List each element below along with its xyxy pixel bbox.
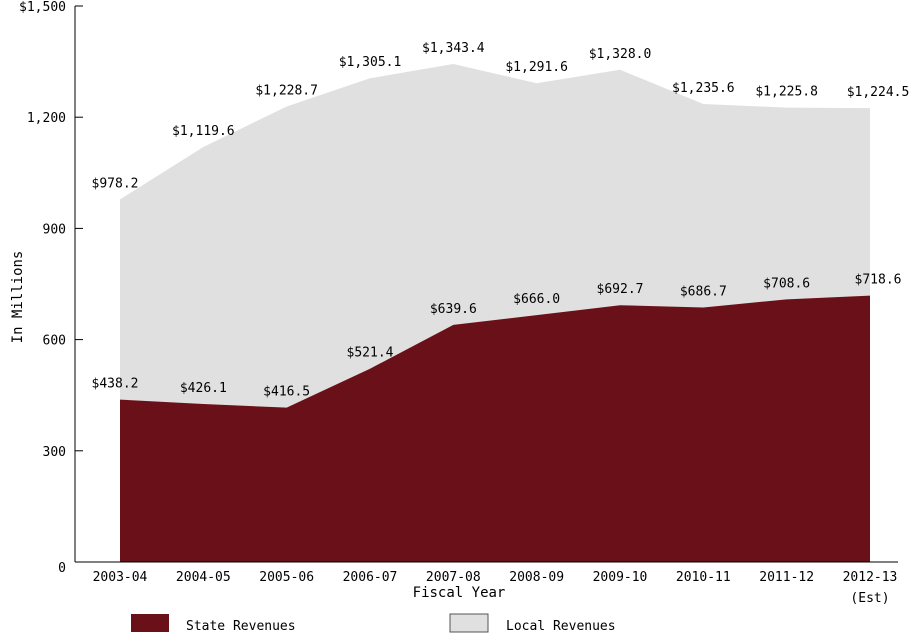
- data-label: $666.0: [513, 292, 560, 307]
- data-label: $438.2: [92, 377, 139, 392]
- data-label: $1,225.8: [755, 85, 818, 100]
- y-tick-label: 1,200: [27, 111, 66, 126]
- y-tick-label: 900: [43, 222, 66, 237]
- data-label: $1,228.7: [255, 84, 318, 99]
- state-revenues-area: [120, 295, 870, 562]
- data-label: $708.6: [763, 276, 810, 291]
- y-tick-label: 300: [43, 445, 66, 460]
- data-label: $1,343.4: [422, 41, 485, 56]
- x-tick-label: 2008-09: [509, 570, 564, 585]
- x-tick-label: 2012-13: [843, 570, 898, 585]
- data-label: $416.5: [263, 385, 310, 400]
- x-tick-label: 2009-10: [593, 570, 648, 585]
- y-tick-labels: 0 300 600 900 1,200 $1,500: [19, 0, 66, 576]
- axes: [74, 5, 898, 563]
- data-label: $978.2: [92, 176, 139, 191]
- x-tick-label: 2011-12: [759, 570, 814, 585]
- data-label: $521.4: [347, 346, 394, 361]
- data-label: $1,291.6: [505, 60, 568, 75]
- data-label: $718.6: [855, 273, 902, 288]
- x-tick-label: 2010-11: [676, 570, 731, 585]
- legend-label: Local Revenues: [506, 619, 616, 634]
- data-label: $692.7: [597, 282, 644, 297]
- data-label: $1,224.5: [847, 85, 910, 100]
- data-label: $1,235.6: [672, 81, 735, 96]
- x-tick-sublabel: (Est): [850, 591, 889, 606]
- data-label: $639.6: [430, 302, 477, 317]
- data-label: $1,328.0: [589, 47, 652, 62]
- x-tick-label: 2006-07: [343, 570, 398, 585]
- y-tick-label: 0: [58, 561, 66, 576]
- data-label: $686.7: [680, 284, 727, 299]
- data-label: $1,305.1: [339, 55, 402, 70]
- y-tick-label: $1,500: [19, 0, 66, 15]
- legend-swatch: [449, 613, 489, 633]
- x-tick-label: 2004-05: [176, 570, 231, 585]
- x-axis-title: Fiscal Year: [413, 585, 506, 601]
- legend-label: State Revenues: [186, 619, 296, 634]
- area-layer: [120, 64, 870, 563]
- y-axis-title: In Millions: [10, 251, 26, 344]
- x-tick-label: 2007-08: [426, 570, 481, 585]
- legend-swatch: [131, 614, 169, 632]
- x-tick-label: 2005-06: [259, 570, 314, 585]
- data-label: $1,119.6: [172, 124, 235, 139]
- legend: State Revenues Local Revenues: [131, 613, 616, 634]
- data-label: $426.1: [180, 381, 227, 396]
- y-tick-label: 600: [43, 334, 66, 349]
- data-labels: $438.2 $426.1 $416.5 $521.4 $639.6 $666.0 $692…: [92, 41, 910, 400]
- x-tick-label: 2003-04: [93, 570, 148, 585]
- x-tick-labels: 2003-04 2004-05 2005-06 2006-07 2007-08 2008-…: [93, 570, 898, 606]
